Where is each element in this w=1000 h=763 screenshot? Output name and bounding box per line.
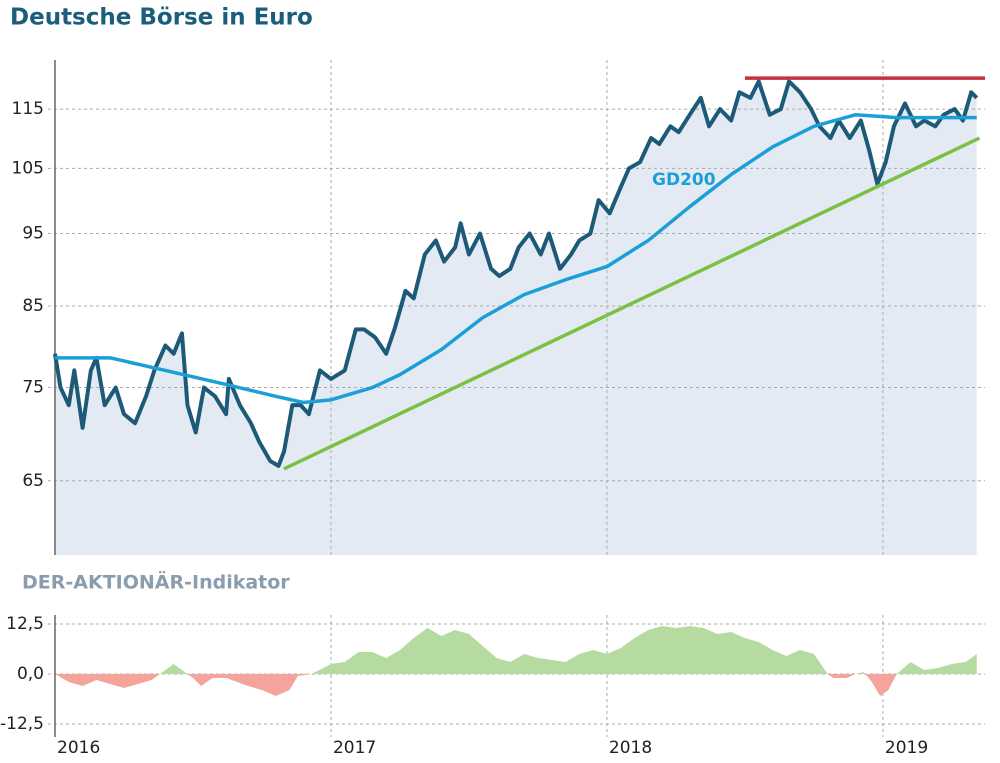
price-area [55,81,977,555]
y-tick-label: -12,5 [0,714,44,734]
indicator-area [55,626,977,696]
chart-title: Deutsche Börse in Euro [10,5,313,31]
y-tick-label: 12,5 [6,614,44,634]
y-tick-label: 0,0 [17,664,44,684]
y-tick-label: 75 [22,378,44,398]
x-tick-label: 2016 [57,738,100,758]
y-tick-label: 85 [22,296,44,316]
indicator-title: DER-AKTIONÄR-Indikator [22,570,290,594]
series-label: GD200 [652,170,716,190]
y-tick-label: 65 [22,471,44,491]
x-tick-label: 2019 [885,738,928,758]
y-tick-label: 115 [12,99,44,119]
y-tick-label: 105 [12,158,44,178]
line-series [55,113,977,405]
line-series [283,136,981,471]
y-tick-label: 95 [22,224,44,244]
line-series [53,79,979,468]
x-tick-label: 2017 [333,738,376,758]
x-tick-label: 2018 [609,738,652,758]
